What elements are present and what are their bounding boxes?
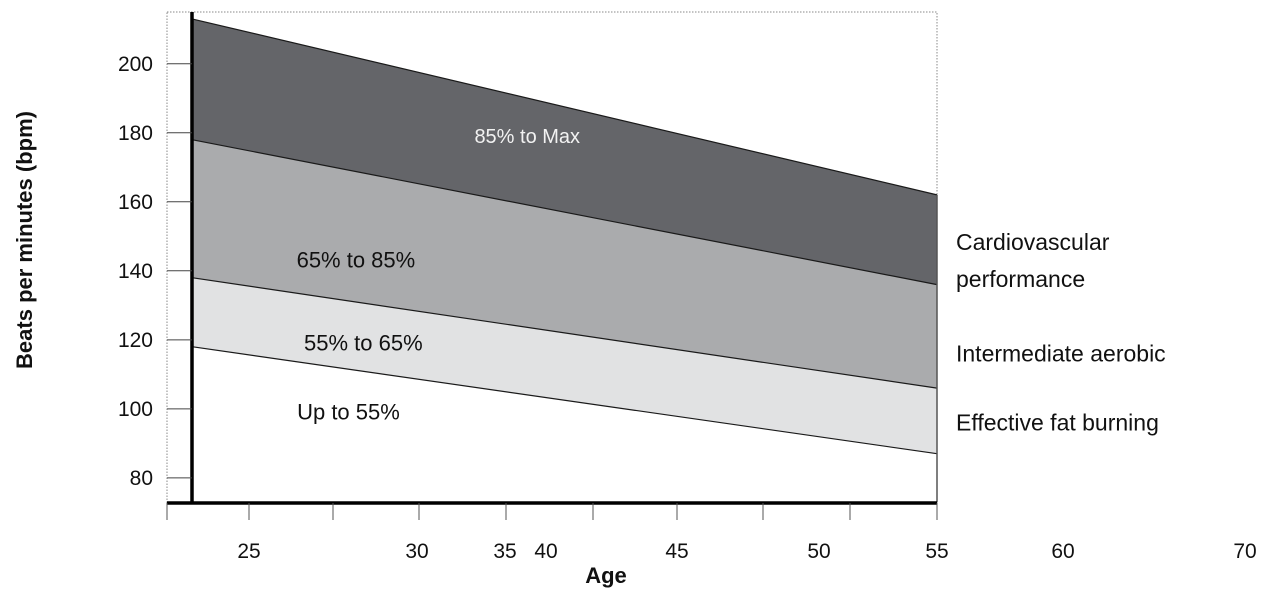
x-tick-label: 25 bbox=[237, 540, 260, 563]
y-tick-label: 80 bbox=[130, 467, 153, 490]
side-label-3: Effective fat burning bbox=[956, 410, 1159, 436]
y-ticks-group: 80 100 120 140 160 180 200 bbox=[118, 53, 192, 490]
x-tick-marks-group bbox=[166, 503, 938, 520]
y-axis-title: Beats per minutes (bpm) bbox=[12, 111, 37, 369]
boundary-lines-group bbox=[191, 18, 938, 455]
side-labels-group: Cardiovascular performance Intermediate ae… bbox=[956, 229, 1166, 436]
zone-area-4 bbox=[192, 346, 937, 502]
zone-label-4: Up to 55% bbox=[297, 399, 400, 424]
x-tick-label: 40 bbox=[534, 540, 557, 563]
zones-group bbox=[192, 18, 937, 502]
zone-boundary-line-4 bbox=[191, 346, 938, 455]
zone-label-3: 55% to 65% bbox=[304, 330, 423, 355]
y-tick-label: 140 bbox=[118, 260, 153, 283]
y-tick-label: 200 bbox=[118, 53, 153, 76]
side-label-line: Intermediate aerobic bbox=[956, 341, 1166, 367]
side-label-line: performance bbox=[956, 266, 1085, 292]
y-tick-label: 100 bbox=[118, 398, 153, 421]
x-tick-label: 55 bbox=[925, 540, 948, 563]
side-label-line: Effective fat burning bbox=[956, 410, 1159, 436]
side-label-line: Cardiovascular bbox=[956, 229, 1110, 255]
y-tick-label: 120 bbox=[118, 329, 153, 352]
zone-area-1 bbox=[192, 18, 937, 285]
x-tick-labels-group: 25 30 35 40 45 50 55 60 70 bbox=[237, 540, 1256, 563]
x-axis-title: Age bbox=[585, 563, 627, 588]
zone-boundary-line-2 bbox=[191, 139, 938, 286]
zone-labels-group: 85% to Max 65% to 85% 55% to 65% Up to 55% bbox=[297, 126, 580, 424]
side-label-1: Cardiovascular performance bbox=[956, 229, 1110, 292]
x-tick-label: 60 bbox=[1051, 540, 1074, 563]
zone-label-2: 65% to 85% bbox=[297, 247, 416, 272]
zone-label-1: 85% to Max bbox=[474, 126, 580, 148]
y-tick-label: 160 bbox=[118, 191, 153, 214]
zone-area-2 bbox=[192, 139, 937, 389]
side-label-2: Intermediate aerobic bbox=[956, 341, 1166, 367]
x-tick-label: 50 bbox=[807, 540, 830, 563]
x-tick-label: 30 bbox=[405, 540, 428, 563]
x-tick-label: 35 bbox=[493, 540, 516, 563]
zone-boundary-line-3 bbox=[191, 277, 938, 389]
zone-area-3 bbox=[192, 277, 937, 454]
zone-boundary-line-1 bbox=[191, 18, 938, 196]
x-tick-label: 45 bbox=[665, 540, 688, 563]
y-tick-label: 180 bbox=[118, 122, 153, 145]
x-tick-label: 70 bbox=[1233, 540, 1256, 563]
